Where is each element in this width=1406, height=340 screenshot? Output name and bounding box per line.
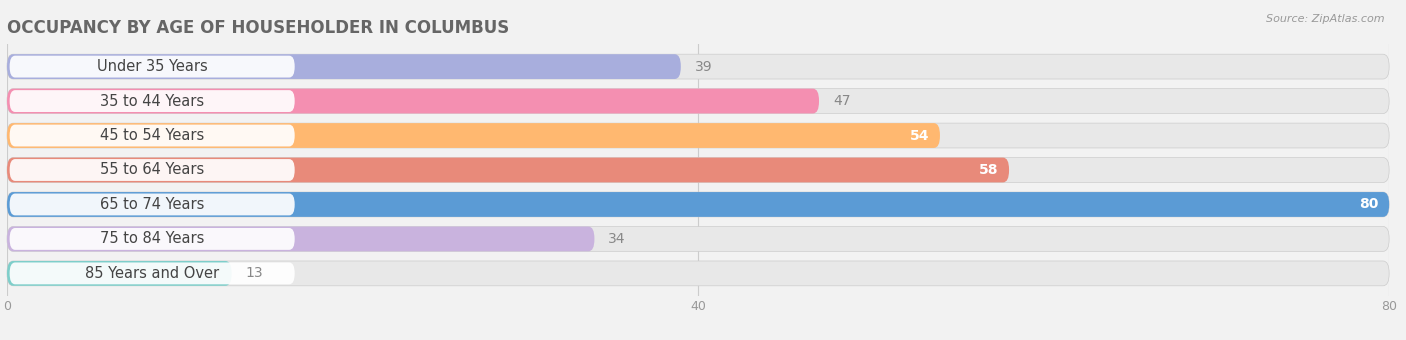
Text: Under 35 Years: Under 35 Years — [97, 59, 208, 74]
Text: 54: 54 — [910, 129, 929, 142]
Text: 75 to 84 Years: 75 to 84 Years — [100, 232, 204, 246]
Text: 65 to 74 Years: 65 to 74 Years — [100, 197, 204, 212]
FancyBboxPatch shape — [10, 159, 295, 181]
Text: 39: 39 — [695, 59, 713, 73]
Text: 55 to 64 Years: 55 to 64 Years — [100, 163, 204, 177]
FancyBboxPatch shape — [7, 89, 1389, 114]
FancyBboxPatch shape — [7, 192, 1389, 217]
FancyBboxPatch shape — [7, 192, 1389, 217]
FancyBboxPatch shape — [7, 261, 232, 286]
FancyBboxPatch shape — [7, 158, 1010, 182]
FancyBboxPatch shape — [10, 193, 295, 215]
FancyBboxPatch shape — [7, 54, 1389, 79]
Text: 58: 58 — [979, 163, 998, 177]
Text: 47: 47 — [832, 94, 851, 108]
FancyBboxPatch shape — [10, 125, 295, 147]
Text: Source: ZipAtlas.com: Source: ZipAtlas.com — [1267, 14, 1385, 23]
FancyBboxPatch shape — [10, 228, 295, 250]
FancyBboxPatch shape — [7, 226, 595, 251]
Text: 45 to 54 Years: 45 to 54 Years — [100, 128, 204, 143]
FancyBboxPatch shape — [10, 262, 295, 284]
FancyBboxPatch shape — [7, 54, 681, 79]
FancyBboxPatch shape — [7, 123, 941, 148]
Text: 85 Years and Over: 85 Years and Over — [86, 266, 219, 281]
Text: 13: 13 — [246, 267, 263, 280]
FancyBboxPatch shape — [7, 226, 1389, 251]
FancyBboxPatch shape — [7, 261, 1389, 286]
FancyBboxPatch shape — [10, 90, 295, 112]
Text: 80: 80 — [1360, 198, 1379, 211]
Text: 35 to 44 Years: 35 to 44 Years — [100, 94, 204, 108]
FancyBboxPatch shape — [7, 158, 1389, 182]
FancyBboxPatch shape — [7, 89, 820, 114]
Text: 34: 34 — [609, 232, 626, 246]
Text: OCCUPANCY BY AGE OF HOUSEHOLDER IN COLUMBUS: OCCUPANCY BY AGE OF HOUSEHOLDER IN COLUM… — [7, 19, 509, 37]
FancyBboxPatch shape — [7, 123, 1389, 148]
FancyBboxPatch shape — [10, 56, 295, 78]
